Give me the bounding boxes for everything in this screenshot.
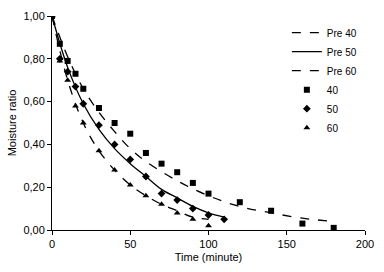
svg-text:0,20: 0,20 bbox=[23, 181, 44, 193]
svg-text:60: 60 bbox=[327, 123, 339, 134]
svg-text:0,40: 0,40 bbox=[23, 138, 44, 150]
svg-text:Moisture ratio: Moisture ratio bbox=[6, 90, 18, 157]
svg-text:40: 40 bbox=[327, 85, 339, 96]
svg-text:1,00: 1,00 bbox=[23, 10, 44, 22]
svg-text:0,00: 0,00 bbox=[23, 224, 44, 236]
svg-text:0,80: 0,80 bbox=[23, 53, 44, 65]
svg-text:Pre 60: Pre 60 bbox=[327, 66, 357, 77]
svg-text:150: 150 bbox=[278, 238, 296, 250]
svg-text:100: 100 bbox=[199, 238, 217, 250]
svg-text:Pre 40: Pre 40 bbox=[327, 28, 357, 39]
svg-text:50: 50 bbox=[327, 104, 339, 115]
svg-text:200: 200 bbox=[356, 238, 374, 250]
svg-text:Time (minute): Time (minute) bbox=[175, 251, 242, 263]
svg-text:50: 50 bbox=[124, 238, 136, 250]
svg-text:0,60: 0,60 bbox=[23, 95, 44, 107]
svg-text:0: 0 bbox=[49, 238, 55, 250]
svg-text:Pre 50: Pre 50 bbox=[327, 47, 357, 58]
